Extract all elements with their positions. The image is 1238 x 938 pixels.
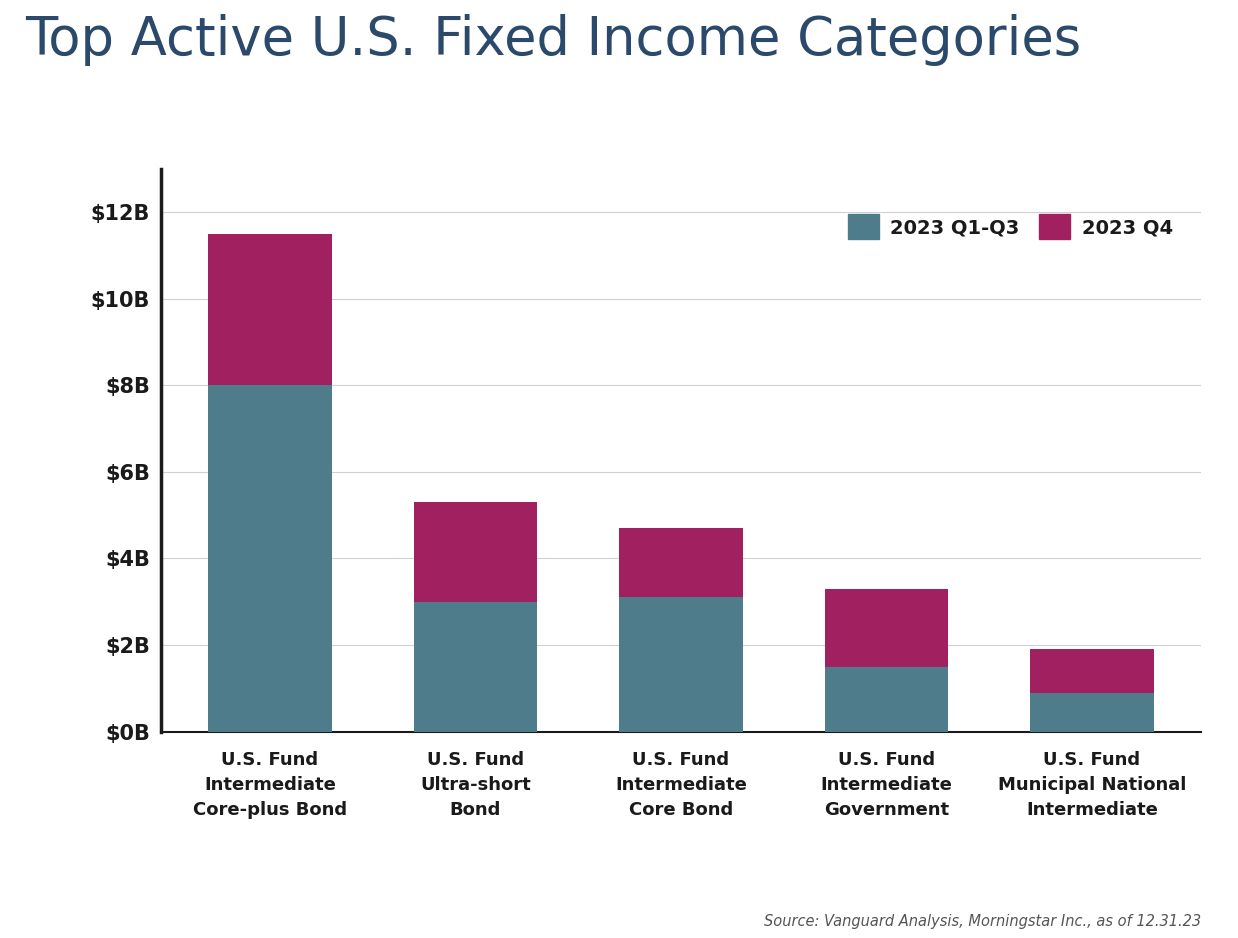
Bar [208, 386, 332, 732]
Bar [825, 667, 948, 732]
Text: Top Active U.S. Fixed Income Categories: Top Active U.S. Fixed Income Categories [25, 14, 1081, 66]
Legend: 2023 Q1-Q3, 2023 Q4: 2023 Q1-Q3, 2023 Q4 [839, 206, 1181, 248]
Bar [619, 528, 743, 598]
Bar [1030, 692, 1154, 732]
Bar [619, 598, 743, 732]
Text: Source: Vanguard Analysis, Morningstar Inc., as of 12.31.23: Source: Vanguard Analysis, Morningstar I… [764, 914, 1201, 929]
Bar [413, 602, 537, 732]
Bar [825, 589, 948, 667]
Bar [413, 502, 537, 602]
Bar [208, 234, 332, 386]
Bar [1030, 649, 1154, 692]
